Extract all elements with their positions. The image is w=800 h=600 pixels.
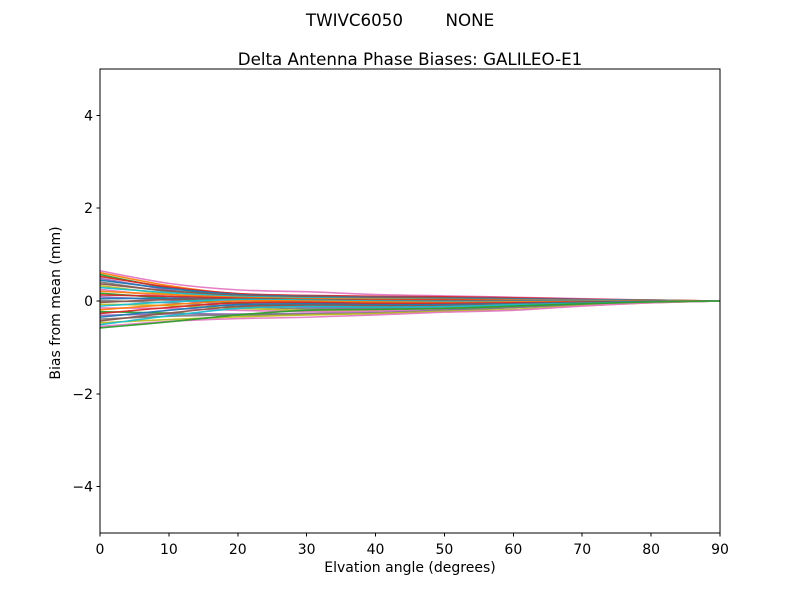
x-tick-label: 60 (504, 542, 522, 558)
x-axis-label: Elvation angle (degrees) (324, 560, 496, 576)
x-tick-label: 70 (573, 542, 591, 558)
series-line-32 (100, 300, 720, 329)
y-tick-label: 0 (84, 294, 93, 310)
figure-suptitle: TWIVC6050 NONE (305, 10, 495, 30)
x-tick-label: 40 (367, 542, 385, 558)
series-line-31 (100, 300, 720, 328)
x-tick-label: 90 (711, 542, 729, 558)
x-tick-label: 0 (96, 542, 105, 558)
x-tick-label: 50 (436, 542, 454, 558)
x-tick-label: 80 (642, 542, 660, 558)
x-tick-label: 30 (298, 542, 316, 558)
plot-title: Delta Antenna Phase Biases: GALILEO-E1 (237, 49, 583, 69)
y-tick-label: 2 (84, 201, 93, 217)
y-tick-label: 4 (84, 108, 93, 124)
y-tick-label: −4 (72, 480, 93, 496)
series-lines (100, 270, 720, 329)
y-tick-label: −2 (72, 387, 93, 403)
x-tick-label: 10 (160, 542, 178, 558)
x-tick-label: 20 (229, 542, 247, 558)
